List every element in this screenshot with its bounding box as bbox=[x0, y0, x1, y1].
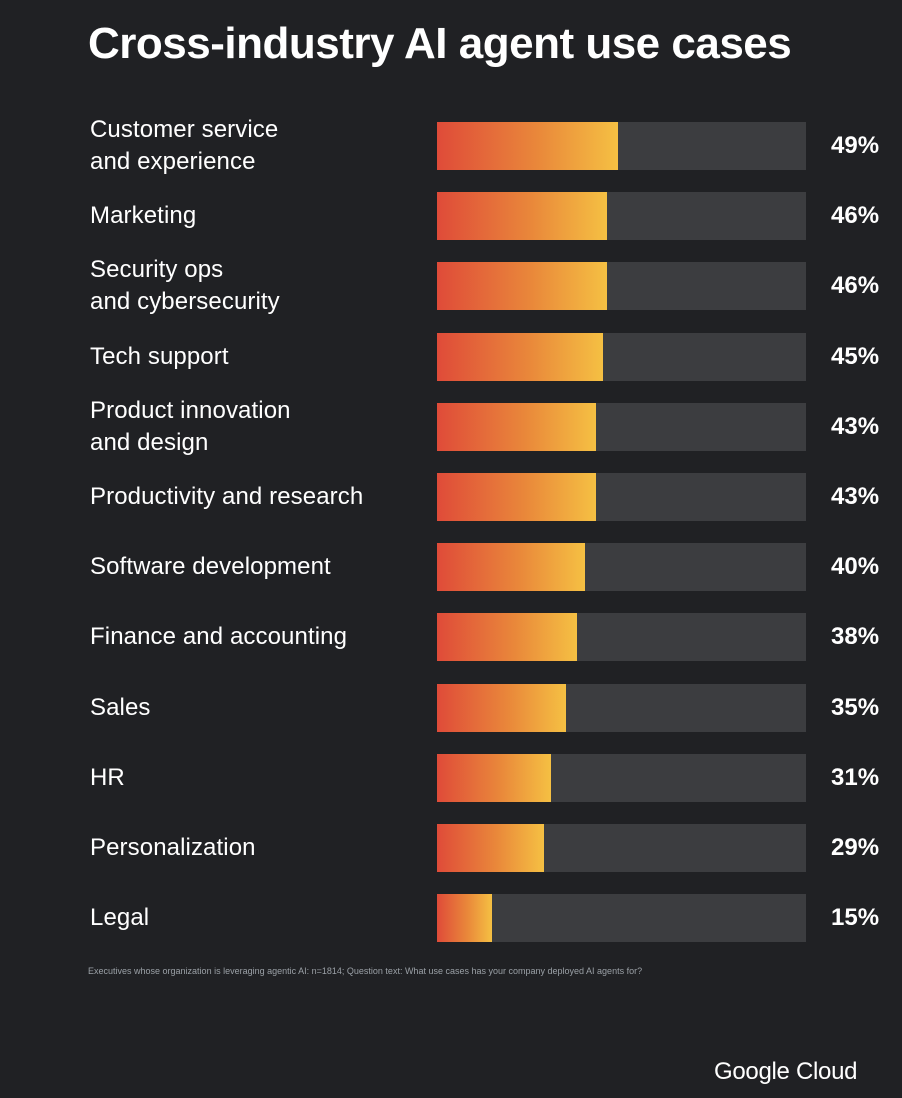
data-label: 43% bbox=[831, 483, 880, 510]
data-label: 49% bbox=[831, 132, 880, 159]
bar-row: HR 31% bbox=[0, 754, 902, 802]
bar bbox=[437, 543, 585, 591]
bar bbox=[437, 613, 578, 661]
bar-track bbox=[437, 543, 806, 591]
bar-track bbox=[437, 122, 806, 170]
data-label: 35% bbox=[831, 694, 880, 721]
bar-track bbox=[437, 403, 806, 451]
bar-row: Software development 40% bbox=[0, 543, 902, 591]
footnote: Executives whose organization is leverag… bbox=[88, 966, 643, 976]
bar-row: Marketing 46% bbox=[0, 192, 902, 240]
category-label: HR bbox=[90, 764, 125, 791]
bar bbox=[437, 473, 596, 521]
category-label: Security ops and cybersecurity bbox=[90, 256, 280, 315]
chart-title: Cross-industry AI agent use cases bbox=[88, 19, 792, 68]
data-label: 43% bbox=[831, 413, 880, 440]
bar-track bbox=[437, 824, 806, 872]
bar-chart: Customer service and experience 49% Market… bbox=[0, 116, 902, 942]
category-label: Customer service and experience bbox=[90, 116, 279, 175]
bar-track bbox=[437, 333, 806, 381]
category-label: Productivity and research bbox=[90, 483, 364, 510]
category-label: Product innovation and design bbox=[90, 397, 291, 456]
bar bbox=[437, 403, 596, 451]
category-label: Legal bbox=[90, 904, 150, 931]
bar-track bbox=[437, 754, 806, 802]
bar-row: Productivity and research 43% bbox=[0, 473, 902, 521]
bar bbox=[437, 192, 607, 240]
bar bbox=[437, 262, 607, 310]
bar bbox=[437, 684, 567, 732]
bar bbox=[437, 824, 544, 872]
bar-row: Security ops and cybersecurity 46% bbox=[0, 256, 902, 315]
bar-row: Finance and accounting 38% bbox=[0, 613, 902, 661]
bar bbox=[437, 333, 604, 381]
data-label: 46% bbox=[831, 272, 880, 299]
data-label: 45% bbox=[831, 343, 880, 370]
bar-row: Personalization 29% bbox=[0, 824, 902, 872]
bar-track bbox=[437, 613, 806, 661]
bar-row: Tech support 45% bbox=[0, 333, 902, 381]
bar-track bbox=[437, 684, 806, 732]
category-label: Personalization bbox=[90, 834, 256, 861]
google-cloud-logo: Google Cloud bbox=[714, 1058, 858, 1085]
data-label: 38% bbox=[831, 623, 880, 650]
category-label: Software development bbox=[90, 553, 331, 580]
bar-track bbox=[437, 192, 806, 240]
data-label: 29% bbox=[831, 834, 880, 861]
bar bbox=[437, 122, 618, 170]
bar-row: Legal 15% bbox=[0, 894, 902, 942]
data-label: 15% bbox=[831, 904, 880, 931]
data-label: 40% bbox=[831, 553, 880, 580]
data-label: 46% bbox=[831, 202, 880, 229]
category-label: Finance and accounting bbox=[90, 623, 348, 650]
category-label: Marketing bbox=[90, 202, 197, 229]
bar-row: Sales 35% bbox=[0, 684, 902, 732]
category-label: Sales bbox=[90, 694, 151, 721]
category-label: Tech support bbox=[90, 343, 229, 370]
bar-track bbox=[437, 473, 806, 521]
data-label: 31% bbox=[831, 764, 880, 791]
bar-row: Product innovation and design 43% bbox=[0, 397, 902, 456]
bar bbox=[437, 894, 493, 942]
bar-track bbox=[437, 894, 806, 942]
bar bbox=[437, 754, 552, 802]
bar-track bbox=[437, 262, 806, 310]
bar-row: Customer service and experience 49% bbox=[0, 116, 902, 175]
